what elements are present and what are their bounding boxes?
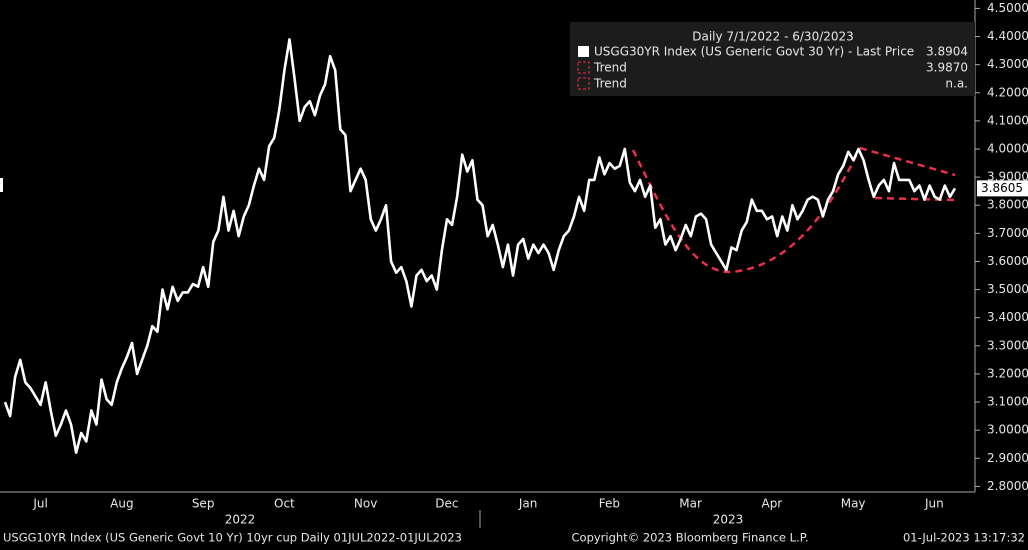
y-tick-label: 3.1000 [987, 395, 1028, 409]
legend-title: Daily 7/1/2022 - 6/30/2023 [692, 30, 854, 44]
x-tick-label: Nov [354, 497, 377, 511]
footer-center: Copyright© 2023 Bloomberg Finance L.P. [572, 531, 809, 545]
x-tick-label: May [841, 497, 866, 511]
legend-box [570, 22, 975, 96]
legend-value: 3.8904 [926, 45, 968, 59]
legend-value: n.a. [945, 77, 968, 91]
y-tick-label: 2.9000 [987, 451, 1028, 465]
y-tick-label: 4.3000 [987, 57, 1028, 71]
y-tick-label: 3.6000 [987, 254, 1028, 268]
line [3, 38, 957, 454]
y-tick-label: 3.5000 [987, 282, 1028, 296]
y-tick-label: 3.7000 [987, 226, 1028, 240]
x-tick-label: Feb [599, 497, 620, 511]
y-tick-label: 3.3000 [987, 338, 1028, 352]
year-label: 2023 [713, 513, 744, 527]
legend-label: Trend [593, 61, 627, 75]
legend: Daily 7/1/2022 - 6/30/2023 USGG30YR Inde… [570, 22, 975, 96]
x-tick-label: Oct [274, 497, 295, 511]
x-tick-label: Jul [32, 497, 47, 511]
handle-trend-top [859, 146, 956, 177]
cup-trend [631, 147, 862, 274]
y-tick-label: 3.4000 [987, 310, 1028, 324]
y-tick-label: 4.5000 [987, 1, 1028, 15]
x-tick-label: Mar [679, 497, 702, 511]
legend-value: 3.9870 [926, 61, 968, 75]
y-tick-label: 4.2000 [987, 85, 1028, 99]
legend-label: Trend [593, 77, 627, 91]
x-tick-label: Sep [192, 497, 215, 511]
trend-lines [631, 146, 956, 274]
legend-label: USGG30YR Index (US Generic Govt 30 Yr) -… [594, 45, 914, 59]
year-label: 2022 [225, 513, 256, 527]
handle-trend-bottom [874, 196, 956, 202]
y-tick-label: 3.8000 [987, 198, 1028, 212]
x-tick-label: Dec [435, 497, 458, 511]
footer-left: USGG10YR Index (US Generic Govt 10 Yr) 1… [3, 531, 462, 545]
y-tick-label: 4.0000 [987, 142, 1028, 156]
x-tick-label: Jan [518, 497, 538, 511]
legend-swatch [578, 46, 589, 57]
footer-right: 01-Jul-2023 13:17:32 [903, 531, 1025, 545]
y-tick-label: 3.9000 [987, 170, 1028, 184]
y-tick-label: 2.8000 [987, 479, 1028, 493]
legend-swatch [577, 77, 590, 90]
legend-swatch [577, 61, 590, 74]
y-tick-label: 4.4000 [987, 29, 1028, 43]
x-tick-label: Jun [924, 497, 944, 511]
last-price-label: 3.8605 [981, 181, 1023, 195]
left-marker [0, 178, 3, 192]
y-tick-label: 3.0000 [987, 423, 1028, 437]
y-tick-label: 3.2000 [987, 366, 1028, 380]
x-tick-label: Apr [761, 497, 782, 511]
x-tick-label: Aug [110, 497, 133, 511]
last-price-box [977, 180, 1028, 197]
y-tick-label: 4.1000 [987, 113, 1028, 127]
